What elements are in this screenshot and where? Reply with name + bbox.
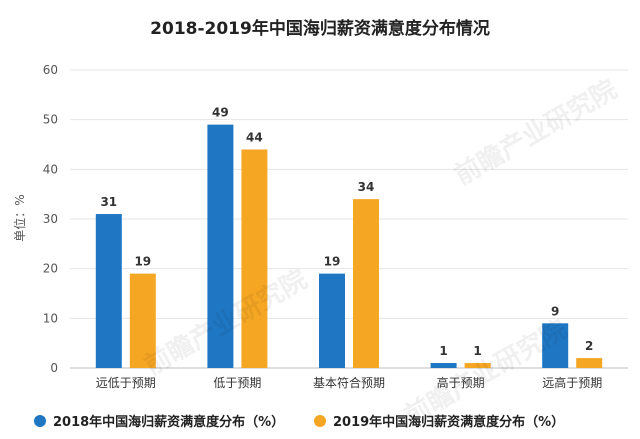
x-axis-ticks: 远低于预期 低于预期 基本符合预期 高于预期 远高于预期: [96, 375, 602, 390]
y-tick-label: 20: [43, 262, 58, 276]
bar-value-label: 9: [551, 304, 559, 318]
bar: [129, 273, 156, 368]
y-axis-label: 单位：%: [12, 194, 27, 241]
bar: [319, 273, 345, 368]
y-tick-label: 0: [50, 361, 58, 375]
bar-value-label: 1: [439, 344, 447, 358]
bars: [95, 124, 603, 368]
legend-label: 2019年中国海归薪资满意度分布（%）: [333, 414, 564, 430]
y-tick-label: 40: [43, 162, 58, 176]
bar: [353, 199, 379, 368]
x-tick-label: 低于预期: [213, 376, 261, 390]
x-tick-label: 高于预期: [437, 375, 485, 390]
bar-value-label: 34: [358, 180, 375, 194]
bar-value-label: 19: [324, 255, 341, 269]
legend-swatch: [34, 415, 46, 427]
bar: [95, 214, 122, 368]
y-tick-label: 50: [43, 113, 58, 127]
bar-value-label: 19: [134, 255, 151, 269]
legend-label: 2018年中国海归薪资满意度分布（%）: [53, 414, 284, 430]
bar: [464, 363, 491, 368]
bar: [430, 363, 457, 368]
legend: 2018年中国海归薪资满意度分布（%） 2019年中国海归薪资满意度分布（%）: [34, 414, 564, 430]
watermark-logo: 前瞻产业研究院: [449, 74, 622, 192]
watermark-logo: 前瞻产业研究院: [399, 314, 572, 432]
legend-swatch: [314, 415, 326, 427]
x-tick-label: 基本符合预期: [313, 375, 385, 390]
bar: [576, 358, 603, 368]
y-axis-ticks: 0 10 20 30 40 50 60: [43, 63, 58, 375]
bar: [542, 323, 569, 368]
x-tick-label: 远低于预期: [96, 376, 156, 390]
bar: [241, 149, 268, 368]
bar: [207, 124, 234, 368]
bar-value-label: 44: [246, 130, 263, 144]
x-tick-label: 远高于预期: [542, 375, 602, 390]
bar-value-label: 1: [473, 344, 481, 358]
y-tick-label: 60: [43, 63, 58, 77]
y-tick-label: 30: [43, 212, 58, 226]
bar-value-label: 2: [585, 339, 593, 353]
y-tick-label: 10: [43, 311, 58, 325]
chart-title: 2018-2019年中国海归薪资满意度分布情况: [150, 18, 490, 39]
bar-value-label: 49: [212, 106, 229, 120]
gridlines: [70, 69, 628, 369]
bar-value-label: 31: [100, 195, 117, 209]
